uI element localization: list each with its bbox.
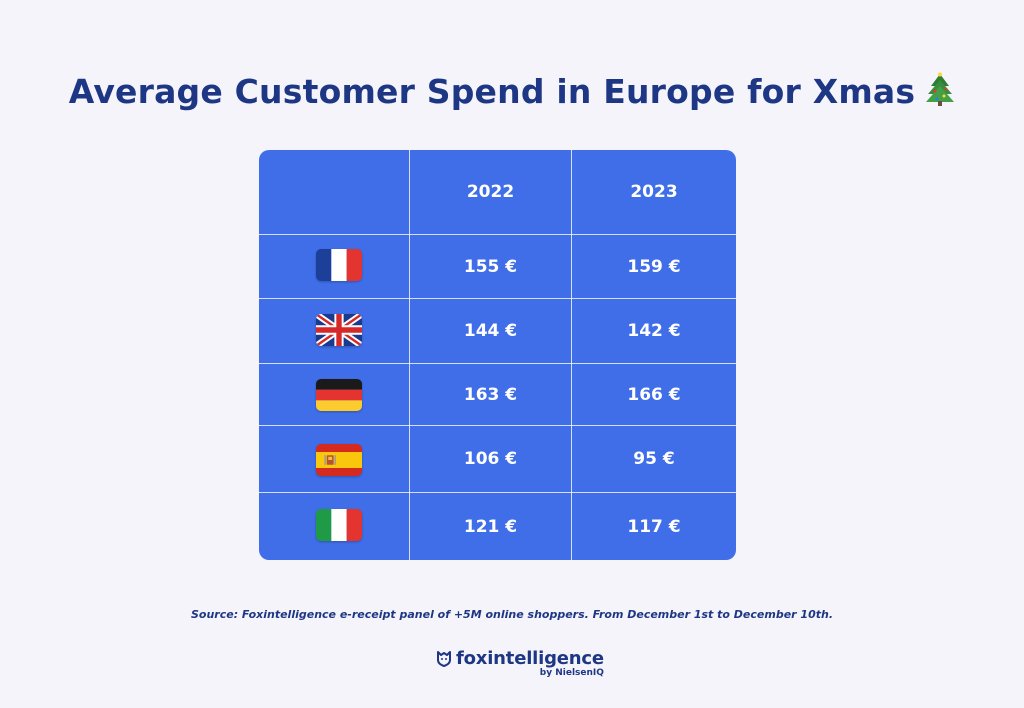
christmas-tree-icon: [925, 72, 955, 114]
table-cell-france-2023: 159 €: [627, 256, 681, 277]
row-divider: [259, 492, 736, 493]
flag-spain-icon: [316, 444, 362, 476]
table-cell-italy-2023: 117 €: [627, 516, 681, 537]
flag-italy-icon: [316, 509, 362, 541]
brand-name: foxintelligence: [456, 648, 604, 669]
brand-byline: by NielsenIQ: [539, 668, 604, 678]
column-header-2023: 2023: [630, 182, 678, 202]
brand-logo: foxintelligence by NielsenIQ: [437, 648, 604, 678]
spend-table: 2022 2023 155 € 159 € 144 € 142 € 163 € …: [259, 150, 736, 560]
column-divider: [409, 150, 410, 560]
flag-uk-icon: [316, 314, 362, 346]
table-cell-germany-2023: 166 €: [627, 384, 681, 405]
row-divider: [259, 298, 736, 299]
row-divider: [259, 425, 736, 426]
table-cell-spain-2023: 95 €: [633, 449, 675, 469]
table-cell-france-2022: 155 €: [463, 256, 518, 277]
chart-title: Average Customer Spend in Europe for Xma…: [0, 72, 1024, 114]
table-cell-spain-2022: 106 €: [463, 449, 518, 469]
row-divider: [259, 363, 736, 364]
table-cell-italy-2022: 121 €: [463, 516, 518, 537]
table-cell-uk-2022: 144 €: [463, 321, 518, 341]
source-note: Source: Foxintelligence e-receipt panel …: [190, 608, 833, 621]
table-cell-germany-2022: 163 €: [463, 384, 518, 405]
chart-title-text: Average Customer Spend in Europe for Xma…: [68, 72, 916, 111]
flag-france-icon: [316, 249, 362, 281]
fox-shield-icon: [437, 650, 451, 667]
row-divider: [259, 234, 736, 235]
column-divider: [571, 150, 572, 560]
flag-germany-icon: [316, 379, 362, 411]
column-header-2022: 2022: [466, 182, 515, 202]
table-cell-uk-2023: 142 €: [627, 321, 681, 341]
